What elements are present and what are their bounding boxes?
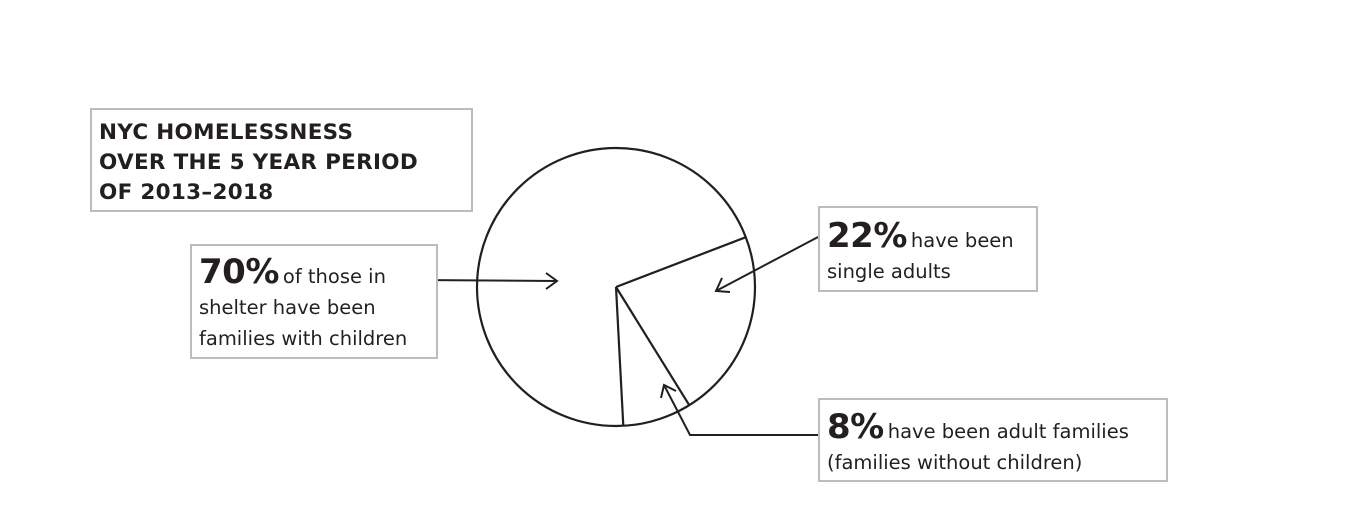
arrow-70-line	[415, 279, 558, 282]
chart-title-line-3: OF 2013–2018	[99, 180, 274, 205]
chart-title-line-1: NYC HOMELESSNESS	[99, 120, 354, 145]
arrow-22-line	[715, 236, 819, 292]
slice-boundary-22-start	[615, 236, 747, 289]
slice-boundary-8-70	[614, 286, 625, 426]
callout-70-line-1: 70% of those in	[199, 255, 436, 292]
callout-8-text-2: (families without children)	[827, 451, 1083, 474]
callout-22-text-1: have been	[910, 229, 1014, 252]
arrow-70-head	[545, 272, 559, 290]
arrow-8-head	[660, 383, 677, 399]
callout-single-adults: 22% have been single adults	[818, 206, 1038, 292]
callout-families-with-children: 70% of those in shelter have been familie…	[190, 244, 438, 359]
slice-boundary-22-8	[615, 286, 691, 406]
arrow-8-line	[663, 384, 818, 436]
callout-70-text-1: of those in	[282, 265, 386, 288]
pct-label-22: 22%	[827, 216, 907, 256]
callout-70-text-2: shelter have been	[199, 296, 376, 319]
callout-8-text-1: have been adult families	[887, 420, 1129, 443]
callout-70-text-3: families with children	[199, 327, 408, 350]
pct-label-70: 70%	[199, 252, 279, 292]
callout-adult-families: 8% have been adult families (families wit…	[818, 398, 1168, 482]
callout-8-line-1: 8% have been adult families	[827, 410, 1166, 447]
callout-22-text-2: single adults	[827, 260, 951, 283]
chart-title-box: NYC HOMELESSNESS OVER THE 5 YEAR PERIOD …	[90, 108, 473, 212]
callout-22-line-1: 22% have been	[827, 219, 1036, 256]
chart-title-line-2: OVER THE 5 YEAR PERIOD	[99, 150, 419, 175]
arrow-22-head	[714, 277, 731, 293]
pct-label-8: 8%	[827, 407, 884, 447]
